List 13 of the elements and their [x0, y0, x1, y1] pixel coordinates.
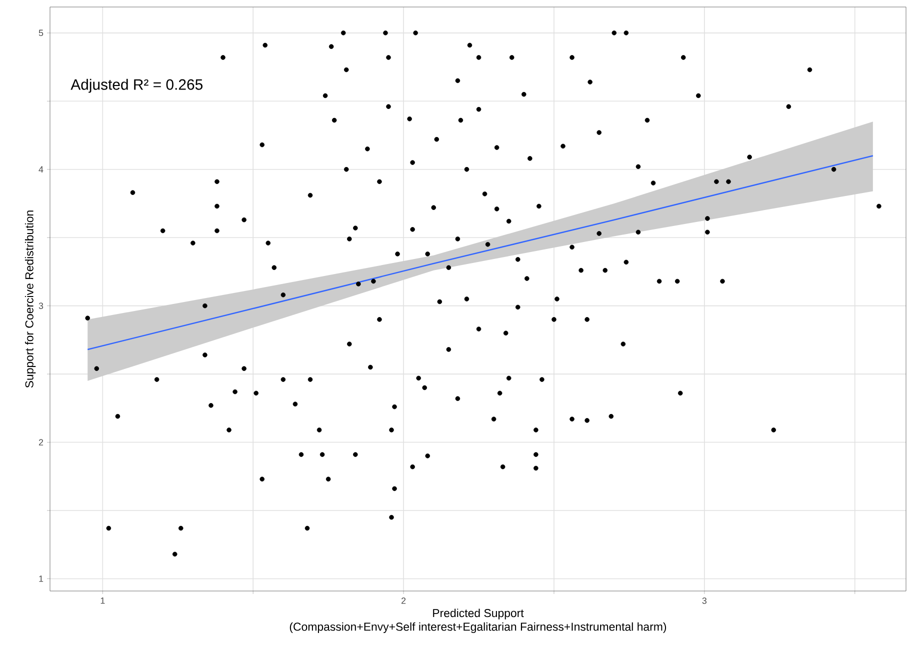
x-tick-label: 1 [100, 598, 105, 604]
text: (Compassion+Envy+Self interest+Egalitarian Fairness+Instrumental harm) [290, 622, 666, 634]
y-tick-label: 1 [39, 576, 44, 582]
x-tick-label: 2 [401, 598, 406, 604]
annotation: Adjusted R² = 0.265 [70, 78, 202, 93]
y-tick-label: 3 [38, 302, 44, 309]
y-tick-label: 4 [38, 166, 44, 172]
y-tick-label: 2 [38, 439, 44, 446]
line-series [86, 155, 874, 350]
x-axis-title: Predicted Support [433, 608, 524, 620]
y-axis-title: Support for Coercive Redistribution [24, 210, 36, 388]
x-tick-label: 3 [702, 598, 707, 604]
y-tick-label: 5 [38, 30, 44, 36]
